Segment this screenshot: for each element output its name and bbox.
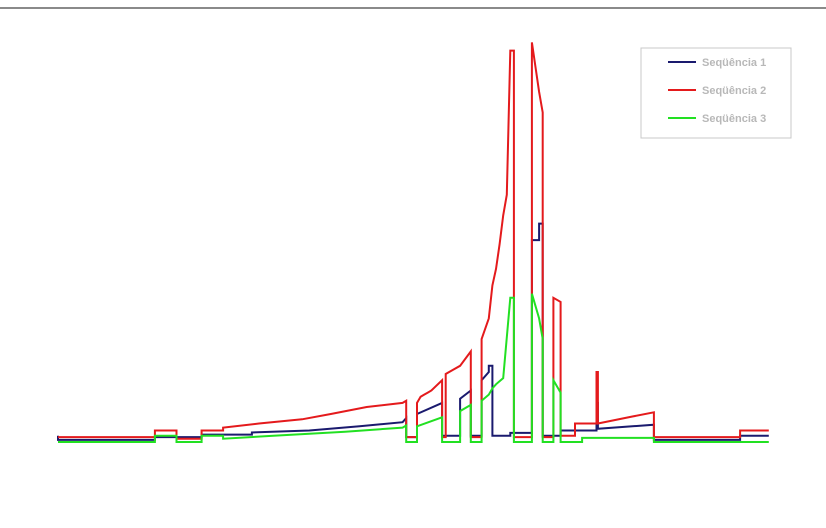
legend-items: Seqüência 1 Seqüência 2 Seqüência 3 xyxy=(668,57,766,125)
legend-label-2: Seqüência 2 xyxy=(702,85,766,97)
legend-label-1: Seqüência 1 xyxy=(702,57,766,69)
legend-item-3: Seqüência 3 xyxy=(668,113,766,125)
series-line-1 xyxy=(57,222,769,441)
legend: Seqüência 1 Seqüência 2 Seqüência 3 xyxy=(640,47,792,139)
legend-item-1: Seqüência 1 xyxy=(668,57,766,69)
legend-label-3: Seqüência 3 xyxy=(702,113,766,125)
series-line-3 xyxy=(58,293,769,443)
series-line-2 xyxy=(58,42,769,440)
legend-box xyxy=(640,47,792,139)
series-layer xyxy=(57,42,769,443)
legend-item-2: Seqüência 2 xyxy=(668,85,766,97)
